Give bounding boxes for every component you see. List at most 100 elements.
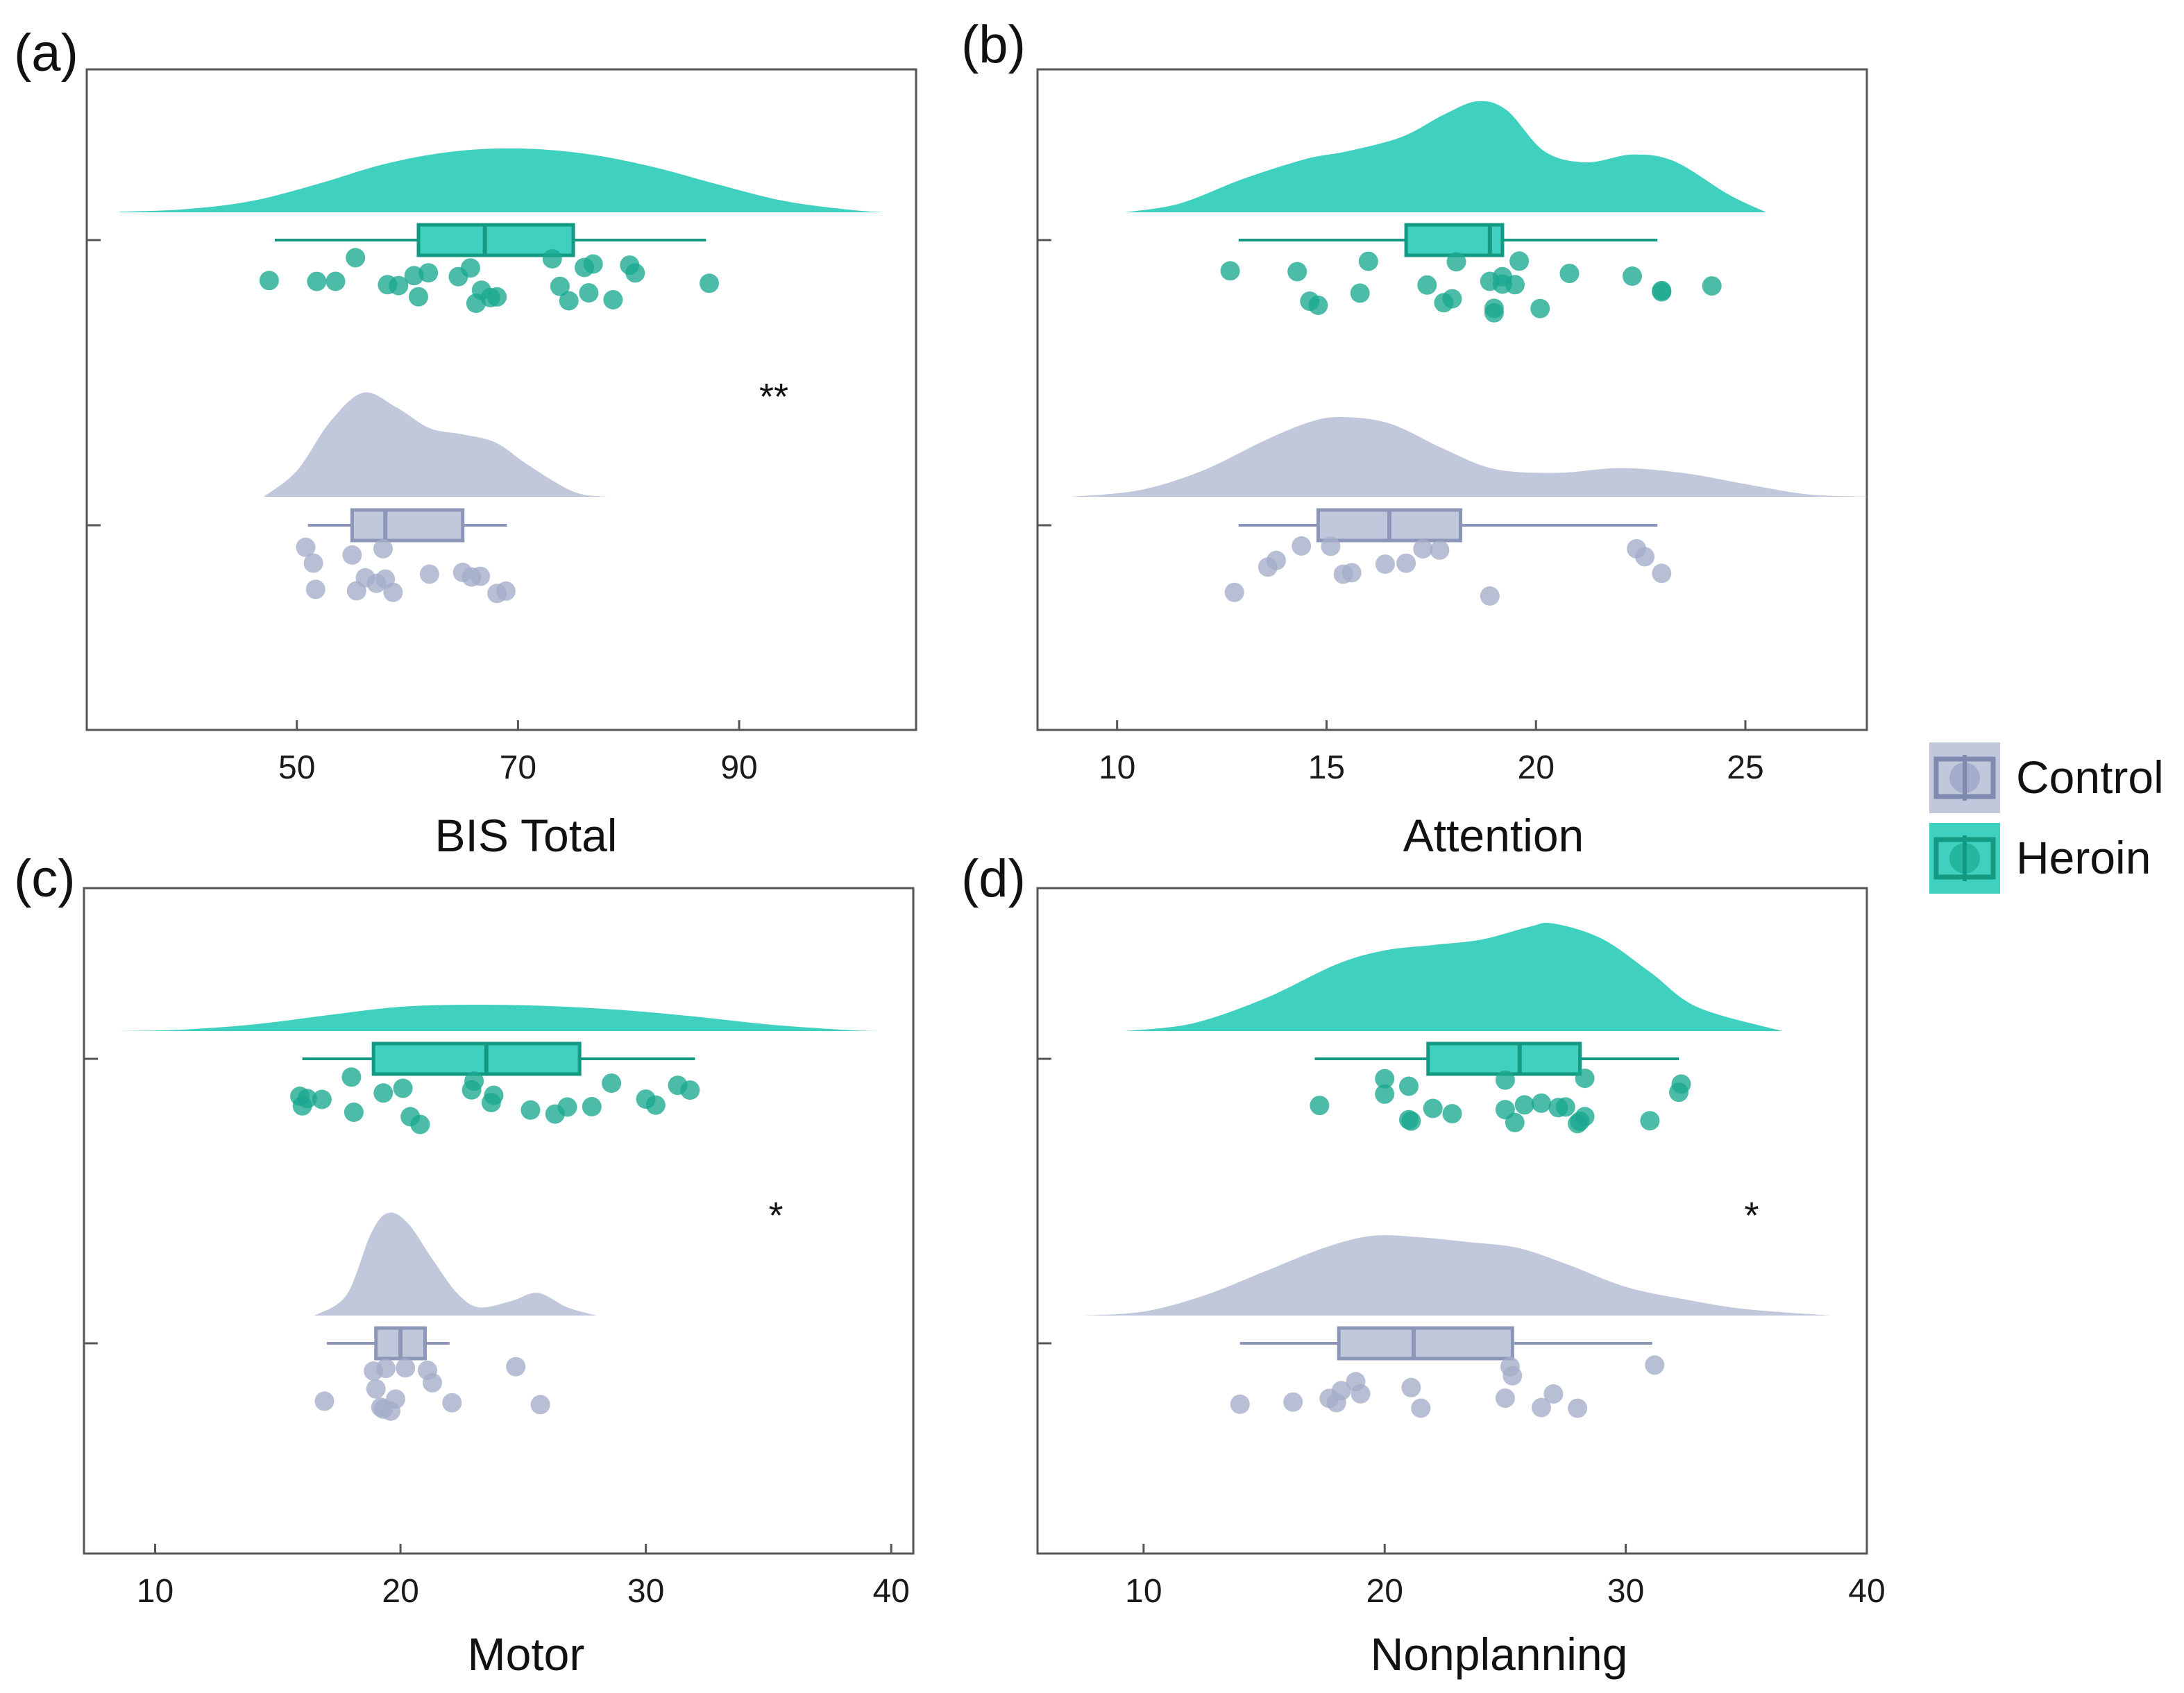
control-box	[350, 508, 465, 543]
heroin-data-point	[373, 1083, 393, 1103]
data-marks	[1071, 101, 1871, 606]
heroin-data-point	[1350, 283, 1370, 303]
panel-label: (b)	[961, 15, 1026, 74]
heroin-data-point	[1530, 298, 1550, 318]
control-data-point	[496, 581, 516, 601]
heroin-data-point	[312, 1089, 332, 1109]
heroin-box	[1404, 223, 1505, 257]
heroin-data-point	[1308, 296, 1328, 315]
x-axis-title: Nonplanning	[1371, 1628, 1628, 1680]
heroin-data-point	[341, 1067, 362, 1087]
heroin-data-point	[1555, 1097, 1575, 1117]
control-data-point	[1401, 1377, 1421, 1397]
data-marks	[1083, 923, 1831, 1418]
panel-label: (c)	[14, 849, 76, 908]
x-tick-label: 70	[500, 749, 536, 786]
control-data-point	[1480, 586, 1500, 606]
control-data-point	[342, 545, 362, 565]
control-data-point	[419, 564, 439, 584]
control-data-point	[1568, 1398, 1588, 1418]
plot-frame	[1036, 68, 1868, 731]
control-data-point	[375, 1359, 396, 1379]
control-data-point	[423, 1372, 442, 1393]
control-data-point	[1267, 550, 1286, 570]
heroin-data-point	[680, 1080, 700, 1100]
heroin-data-point	[1702, 276, 1722, 296]
heroin-data-point	[520, 1100, 541, 1120]
control-data-point	[1396, 553, 1416, 573]
control-data-point	[296, 537, 316, 557]
control-data-point	[442, 1393, 462, 1413]
x-tick-label: 30	[627, 1573, 664, 1610]
heroin-data-point	[579, 283, 599, 303]
heroin-data-point	[404, 266, 424, 286]
heroin-data-point	[1640, 1111, 1660, 1131]
control-data-point	[1430, 540, 1450, 560]
control-data-point	[1495, 1388, 1515, 1409]
heroin-data-point	[307, 271, 327, 291]
heroin-density-cloud	[1124, 923, 1783, 1031]
heroin-data-point	[1509, 251, 1530, 271]
heroin-data-point	[557, 1097, 577, 1117]
x-tick-label: 40	[872, 1573, 909, 1610]
heroin-data-point	[389, 275, 409, 296]
panel-d: (d) 10 20 30 40 * Nonplanning	[961, 849, 1886, 1680]
control-data-point	[396, 1358, 416, 1378]
control-data-point	[1341, 563, 1362, 583]
control-density-cloud	[314, 1212, 597, 1316]
heroin-data-point	[1559, 264, 1580, 284]
heroin-data-point	[487, 287, 507, 307]
x-tick-label: 10	[1099, 749, 1135, 786]
heroin-data-point	[1310, 1096, 1330, 1116]
control-data-point	[1502, 1366, 1523, 1386]
heroin-data-point	[1287, 262, 1307, 282]
heroin-data-point	[1220, 261, 1240, 281]
heroin-data-point	[1484, 298, 1504, 318]
heroin-data-point	[1575, 1107, 1595, 1127]
heroin-data-point	[259, 271, 279, 291]
x-axis-title: Attention	[1403, 810, 1584, 861]
heroin-data-point	[346, 248, 366, 268]
x-ticks: 10 20 30 40	[84, 1057, 910, 1610]
legend-label-heroin: Heroin	[2016, 832, 2151, 883]
x-tick-label: 40	[1848, 1573, 1885, 1610]
panel-a: (a) 50 70 90 ** BIS Total	[14, 24, 917, 861]
control-data-point	[1375, 554, 1395, 575]
heroin-data-point	[460, 258, 480, 278]
control-data-point	[1321, 536, 1341, 556]
heroin-data-point	[297, 1089, 317, 1109]
x-tick-label: 90	[720, 749, 757, 786]
heroin-density-cloud	[118, 1004, 879, 1031]
heroin-density-cloud	[1125, 101, 1767, 212]
plot-frame	[1036, 887, 1868, 1555]
data-marks	[119, 148, 883, 604]
heroin-data-point	[1623, 266, 1642, 286]
x-tick-label: 20	[382, 1573, 418, 1610]
control-density-cloud	[263, 392, 607, 497]
control-data-point	[1645, 1355, 1665, 1375]
data-marks	[118, 1004, 879, 1421]
heroin-data-point	[1575, 1069, 1595, 1089]
significance-marker: **	[759, 376, 788, 418]
x-ticks: 10 15 20 25	[1038, 239, 1764, 786]
control-data-point	[1283, 1392, 1303, 1412]
heroin-data-point	[1505, 1112, 1525, 1132]
heroin-data-point	[559, 291, 579, 311]
control-data-point	[366, 1379, 386, 1399]
control-data-point	[1413, 539, 1433, 559]
control-data-point	[1351, 1384, 1371, 1404]
heroin-data-point	[410, 1114, 430, 1134]
heroin-data-point	[645, 1095, 666, 1115]
control-data-point	[506, 1356, 526, 1377]
x-tick-label: 25	[1727, 749, 1763, 786]
x-tick-label: 20	[1366, 1573, 1403, 1610]
heroin-data-point	[409, 287, 428, 307]
heroin-data-point	[1442, 1104, 1462, 1124]
panel-b: (b) 10 15 20 25 Attention	[961, 15, 1871, 861]
heroin-data-point	[1375, 1084, 1395, 1104]
control-data-point	[373, 538, 393, 559]
heroin-data-point	[1423, 1098, 1443, 1118]
x-tick-label: 30	[1607, 1573, 1644, 1610]
heroin-data-point	[602, 1073, 622, 1094]
